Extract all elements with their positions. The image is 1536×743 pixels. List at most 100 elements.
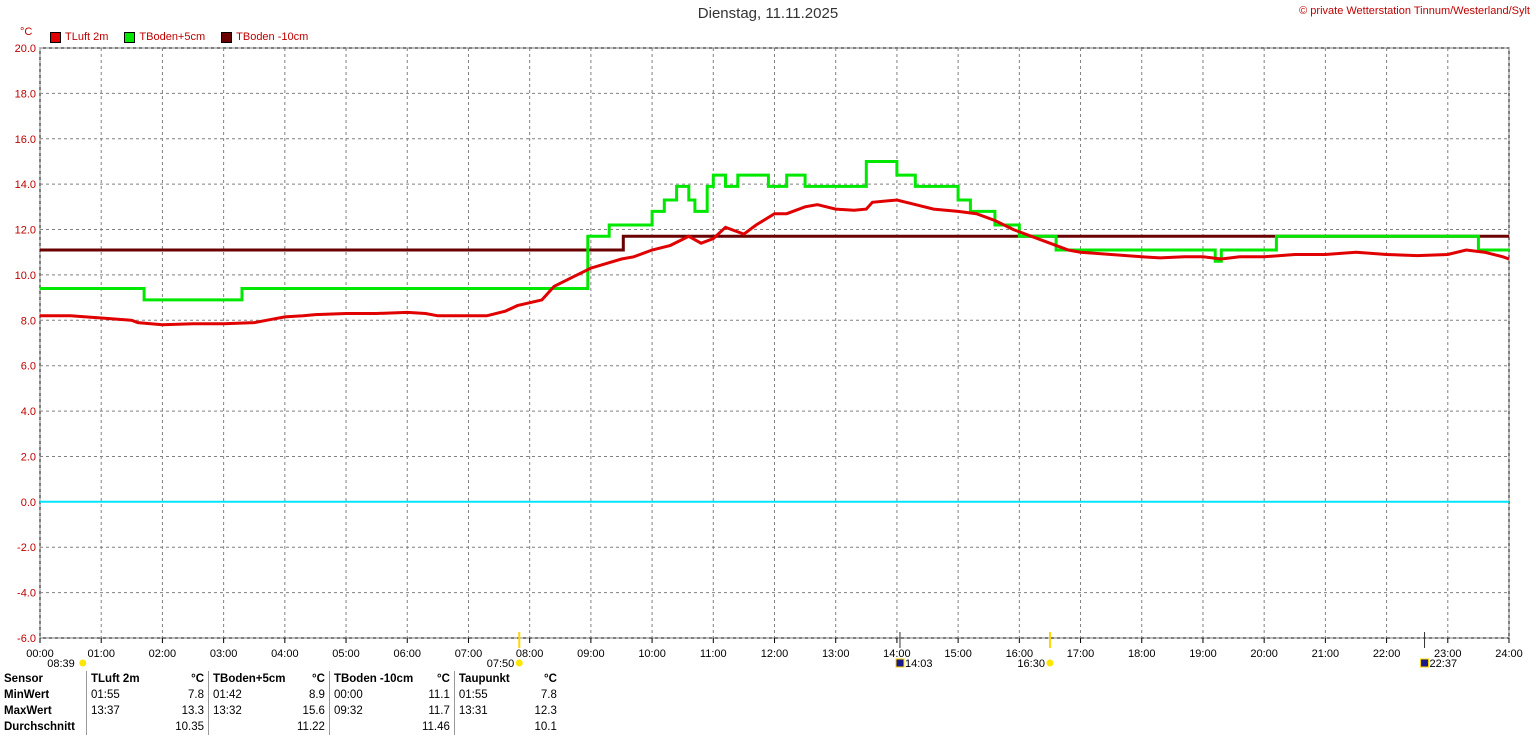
y-tick-label: 18.0 <box>15 88 36 100</box>
y-tick-label: 20.0 <box>15 43 36 55</box>
stats-row: MaxWert 13:37 13.3 13:32 15.6 09:32 11.7… <box>0 703 561 719</box>
stats-cell: 13:37 <box>86 703 150 719</box>
x-tick-label: 19:00 <box>1189 648 1217 660</box>
stats-cell: 11.1 <box>428 689 450 701</box>
stats-cell: 01:55 <box>86 687 150 703</box>
stats-table: Sensor TLuft 2m °C TBoden+5cm °C TBoden … <box>0 671 561 735</box>
stats-header-sensor: Sensor <box>4 673 43 685</box>
sun-event-time: 14:03 <box>905 658 933 670</box>
y-tick-label: 2.0 <box>21 451 36 463</box>
x-tick-label: 08:00 <box>516 648 544 660</box>
stats-header-unit: °C <box>543 673 557 685</box>
sun-event-time: 07:50 <box>487 658 515 670</box>
x-tick-label: 20:00 <box>1250 648 1278 660</box>
x-tick-label: 21:00 <box>1312 648 1340 660</box>
x-tick-label: 12:00 <box>761 648 789 660</box>
x-tick-label: 09:00 <box>577 648 605 660</box>
stats-header-unit: °C <box>436 673 450 685</box>
legend-item-tboden10: TBoden -10cm <box>221 31 308 43</box>
legend-item-tboden5: TBoden+5cm <box>124 31 205 43</box>
legend-swatch-tluft <box>50 31 61 43</box>
stats-row-label: Durchschnitt <box>4 721 75 733</box>
stats-row: MinWert 01:55 7.8 01:42 8.9 00:00 11.1 0… <box>0 687 561 703</box>
legend-label-tluft: TLuft 2m <box>65 31 109 43</box>
stats-cell: 01:55 <box>453 687 523 703</box>
stats-cell: 11.7 <box>428 705 450 717</box>
moon-icon <box>895 658 905 668</box>
y-tick-label: 6.0 <box>21 361 36 373</box>
x-tick-label: 24:00 <box>1495 648 1523 660</box>
sun-icon <box>1046 659 1054 667</box>
stats-cell: 11.22 <box>297 721 325 733</box>
stats-cell: 13:32 <box>208 703 293 719</box>
stats-cell: 11.46 <box>421 721 450 733</box>
y-tick-label: 8.0 <box>21 315 36 327</box>
stats-cell: 13.3 <box>181 705 204 717</box>
y-tick-label: 14.0 <box>15 179 36 191</box>
stats-cell: 7.8 <box>188 689 204 701</box>
x-tick-label: 23:00 <box>1434 648 1462 660</box>
stats-cell <box>208 719 293 735</box>
stats-header-row: Sensor TLuft 2m °C TBoden+5cm °C TBoden … <box>0 671 561 687</box>
stats-cell: 10.1 <box>534 721 557 733</box>
legend-label-tboden5: TBoden+5cm <box>139 31 206 43</box>
stats-cell <box>86 719 150 735</box>
x-tick-label: 16:00 <box>1006 648 1034 660</box>
x-tick-label: 18:00 <box>1128 648 1156 660</box>
series-line-tboden5 <box>40 160 1509 302</box>
x-tick-label: 11:00 <box>700 648 727 660</box>
legend-swatch-tboden10 <box>221 31 233 43</box>
sun-icon <box>79 659 87 667</box>
stats-row: Durchschnitt 10.35 11.22 11.46 10.1 <box>0 719 561 735</box>
legend-swatch-tboden5 <box>124 31 136 43</box>
stats-cell <box>453 719 523 735</box>
x-tick-label: 04:00 <box>271 648 299 660</box>
stats-header-taupunkt: Taupunkt <box>453 671 523 687</box>
stats-cell: 13:31 <box>453 703 523 719</box>
stats-header-tluft: TLuft 2m <box>86 671 150 687</box>
y-tick-label: 16.0 <box>15 134 36 146</box>
y-tick-label: -6.0 <box>17 633 36 645</box>
stats-header-tboden5: TBoden+5cm <box>208 671 293 687</box>
stats-cell <box>328 719 418 735</box>
stats-cell: 12.3 <box>534 705 557 717</box>
x-tick-label: 00:00 <box>26 648 54 660</box>
stats-header-unit: °C <box>191 673 204 685</box>
legend: TLuft 2m TBoden+5cm TBoden -10cm <box>50 31 308 43</box>
y-tick-label: -2.0 <box>17 542 36 554</box>
x-tick-label: 10:00 <box>638 648 666 660</box>
sun-icon <box>515 659 523 667</box>
stats-row-label: MinWert <box>4 689 50 701</box>
stats-cell: 15.6 <box>302 705 325 717</box>
stats-cell: 10.35 <box>175 721 204 733</box>
x-tick-label: 05:00 <box>332 648 360 660</box>
y-tick-label: 4.0 <box>21 406 36 418</box>
sun-event-time: 22:37 <box>1430 658 1458 670</box>
y-tick-label: 12.0 <box>15 225 36 237</box>
moon-icon <box>1420 658 1430 668</box>
chart-area: 20.0 18.0 16.0 14.0 12.0 10.0 8.0 6.0 4.0 2.0 0.0 -… <box>15 43 1523 670</box>
x-tick-label: 17:00 <box>1067 648 1095 660</box>
x-tick-label: 14:00 <box>883 648 911 660</box>
stats-cell: 00:00 <box>328 687 418 703</box>
stats-cell: 8.9 <box>308 689 325 701</box>
sun-event-time: 16:30 <box>1017 658 1045 670</box>
stats-cell: 09:32 <box>328 703 418 719</box>
x-tick-label: 03:00 <box>210 648 238 660</box>
stats-header-unit: °C <box>312 673 325 685</box>
x-tick-label: 15:00 <box>944 648 972 660</box>
series-line-tboden10 <box>40 234 1509 252</box>
stats-row-label: MaxWert <box>4 705 52 717</box>
copyright-label: © private Wetterstation Tinnum/Westerlan… <box>1299 5 1530 17</box>
x-tick-label: 22:00 <box>1373 648 1401 660</box>
x-tick-label: 01:00 <box>87 648 115 660</box>
chart-title: Dienstag, 11.11.2025 <box>697 5 839 22</box>
x-tick-label: 06:00 <box>393 648 421 660</box>
y-unit-label: °C <box>20 26 33 38</box>
x-tick-label: 02:00 <box>149 648 177 660</box>
stats-cell: 7.8 <box>540 689 557 701</box>
stats-header-tboden10: TBoden -10cm <box>328 671 418 687</box>
sun-event-time: 08:39 <box>47 658 75 670</box>
series-line-tluft <box>40 198 1510 327</box>
legend-item-tluft: TLuft 2m <box>50 31 108 43</box>
